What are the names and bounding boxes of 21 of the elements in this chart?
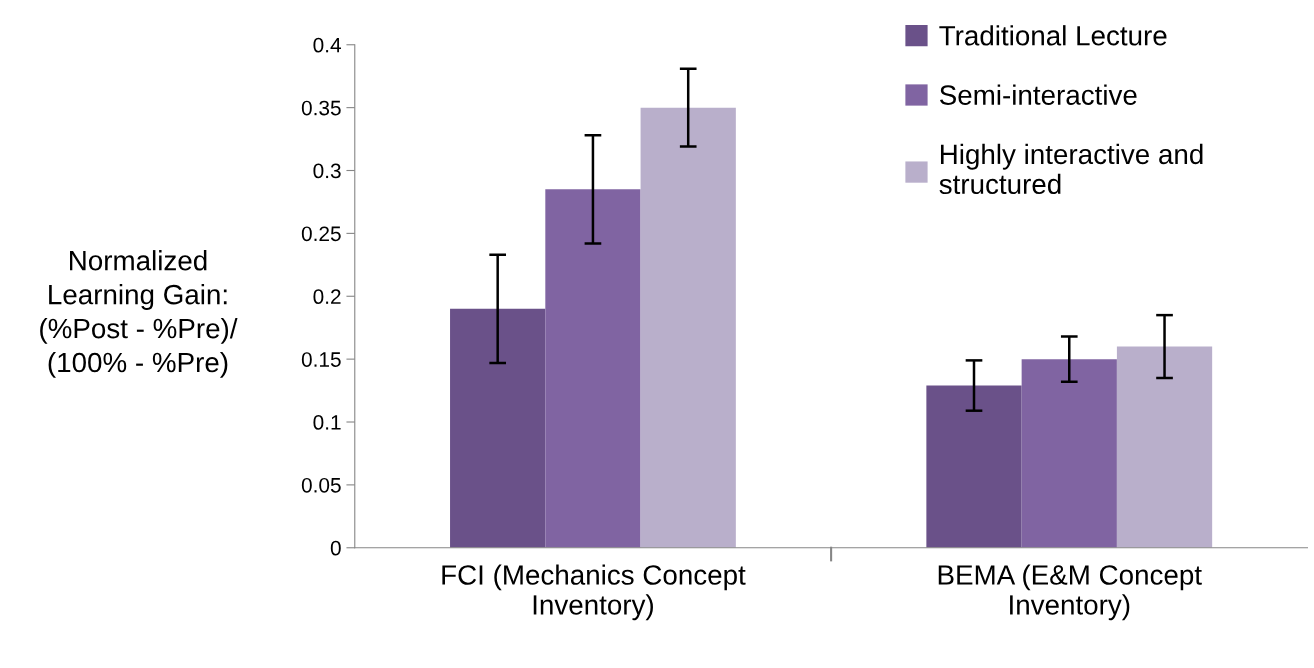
y-tick-label: 0.1 [313,415,341,430]
y-tick-label: 0.35 [301,100,341,116]
y-tick-label: 0.15 [301,352,341,367]
bar [640,107,736,548]
legend-label: Highly interactive and structured [939,143,1203,195]
y-axis-title: Normalized Learning Gain: (%Post - %Pre)/ (100% - %Pre) [40,250,238,378]
y-tick-label: 0.3 [313,163,341,179]
bar [926,385,1022,548]
y-tick-label: 0.4 [313,37,341,53]
bar [1021,359,1117,548]
legend-label: Semi-interactive [939,84,1137,105]
y-tick-label: 0.05 [301,477,341,493]
y-tick-label: 0.2 [313,289,341,305]
y-tick-label: 0.25 [301,226,341,242]
bar [1116,346,1213,548]
bar [545,189,641,548]
y-tick-label: 0 [330,540,341,556]
x-tick-label: FCI (Mechanics Concept Inventory) [442,564,746,621]
legend-label: Traditional Lecture [939,25,1167,46]
bar [450,308,546,548]
x-tick-label: BEMA (E&M Concept Inventory) [938,564,1202,621]
